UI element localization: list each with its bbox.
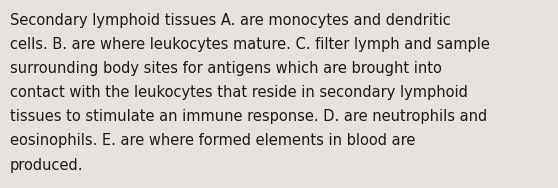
Text: tissues to stimulate an immune response. D. are neutrophils and: tissues to stimulate an immune response.… bbox=[10, 109, 487, 124]
Text: cells. B. are where leukocytes mature. C. filter lymph and sample: cells. B. are where leukocytes mature. C… bbox=[10, 37, 490, 52]
Text: surrounding body sites for antigens which are brought into: surrounding body sites for antigens whic… bbox=[10, 61, 442, 76]
Text: contact with the leukocytes that reside in secondary lymphoid: contact with the leukocytes that reside … bbox=[10, 85, 468, 100]
Text: produced.: produced. bbox=[10, 158, 84, 173]
Text: eosinophils. E. are where formed elements in blood are: eosinophils. E. are where formed element… bbox=[10, 133, 415, 149]
Text: Secondary lymphoid tissues A. are monocytes and dendritic: Secondary lymphoid tissues A. are monocy… bbox=[10, 13, 451, 28]
